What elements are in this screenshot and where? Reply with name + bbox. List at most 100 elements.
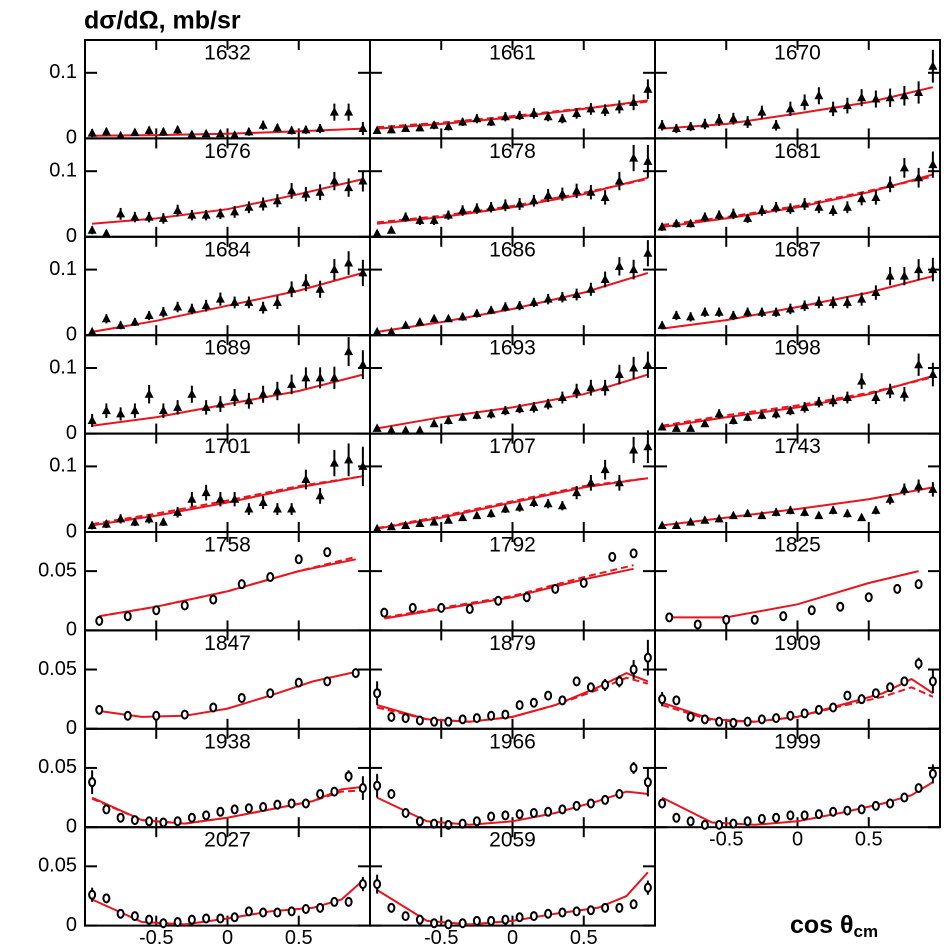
data-point (785, 505, 795, 514)
data-point (244, 202, 254, 211)
y-tick-label: 0 (66, 225, 77, 247)
x-tick-label: -0.5 (424, 927, 458, 946)
panel-title: 1693 (489, 337, 536, 360)
data-point (458, 714, 467, 725)
data-point (429, 418, 439, 428)
x-tick-label: -0.5 (139, 927, 173, 946)
data-point (315, 490, 325, 500)
data-point (515, 809, 524, 820)
data-point (88, 777, 97, 788)
data-point (152, 605, 161, 616)
data-point (444, 716, 453, 727)
model-curve (376, 477, 649, 530)
data-point (686, 517, 696, 526)
data-point (842, 202, 852, 211)
data-point (358, 267, 368, 277)
data-point (315, 187, 325, 196)
data-point (123, 611, 132, 622)
data-point (885, 179, 895, 188)
data-point (209, 594, 218, 605)
data-point (914, 87, 924, 96)
data-point (629, 264, 639, 274)
y-tick-label: 0.1 (49, 159, 77, 181)
data-point (885, 494, 895, 503)
data-point (429, 517, 439, 526)
data-point (572, 385, 582, 395)
data-point (700, 307, 710, 316)
data-point (572, 676, 581, 687)
data-point (857, 92, 867, 102)
data-point (643, 359, 653, 369)
data-point (301, 277, 311, 287)
data-point (614, 477, 624, 487)
data-point (807, 605, 816, 616)
data-point (408, 602, 417, 613)
panel-title: 1701 (204, 435, 251, 458)
data-point (686, 311, 696, 321)
data-point (187, 210, 197, 219)
data-point (558, 907, 567, 918)
data-point (201, 300, 211, 310)
data-point (686, 816, 695, 827)
data-point (173, 402, 183, 411)
data-point (287, 504, 297, 513)
data-point (829, 806, 838, 817)
data-point (258, 497, 268, 506)
y-tick-label: 0.05 (38, 559, 77, 581)
data-point (316, 902, 325, 913)
data-point (572, 800, 581, 811)
data-point (202, 913, 211, 924)
data-point (757, 714, 766, 725)
data-point (572, 108, 582, 117)
data-point (130, 815, 139, 826)
data-point (885, 385, 895, 395)
data-point (187, 812, 196, 823)
data-point (101, 519, 111, 528)
data-point (914, 359, 924, 369)
data-point (351, 668, 360, 679)
data-point (287, 379, 297, 388)
panel-title: 1743 (774, 435, 821, 458)
data-point (244, 906, 253, 917)
data-point (230, 494, 240, 503)
panel-title: 1686 (489, 238, 536, 261)
data-point (671, 310, 681, 320)
data-point (871, 688, 880, 699)
data-point (187, 914, 196, 925)
data-point (429, 313, 439, 323)
panel-title: 1684 (204, 238, 251, 261)
data-point (358, 783, 367, 794)
data-point (671, 423, 681, 432)
data-point (144, 125, 154, 135)
data-point (614, 101, 624, 111)
data-point (600, 105, 610, 114)
data-point (415, 317, 425, 326)
data-point (543, 498, 553, 508)
data-point (715, 716, 724, 727)
model-curve (377, 100, 649, 129)
data-point (657, 520, 667, 529)
data-point (173, 205, 183, 215)
data-point (358, 359, 368, 369)
data-point (828, 103, 838, 113)
panel-title: 1825 (774, 534, 821, 557)
data-point (586, 187, 596, 196)
data-point (95, 615, 104, 626)
data-point (101, 228, 111, 238)
data-point (272, 297, 282, 306)
data-point (494, 595, 503, 606)
data-point (101, 313, 111, 323)
data-point (472, 203, 482, 213)
data-point (201, 210, 211, 219)
data-point (686, 423, 696, 432)
data-point (814, 297, 824, 306)
data-point (586, 103, 596, 113)
data-point (401, 320, 411, 329)
data-point (601, 794, 610, 805)
data-point (757, 510, 767, 520)
data-point (144, 389, 154, 398)
data-point (472, 410, 482, 419)
data-point (501, 810, 510, 821)
data-point (899, 271, 909, 280)
data-point (529, 807, 538, 818)
